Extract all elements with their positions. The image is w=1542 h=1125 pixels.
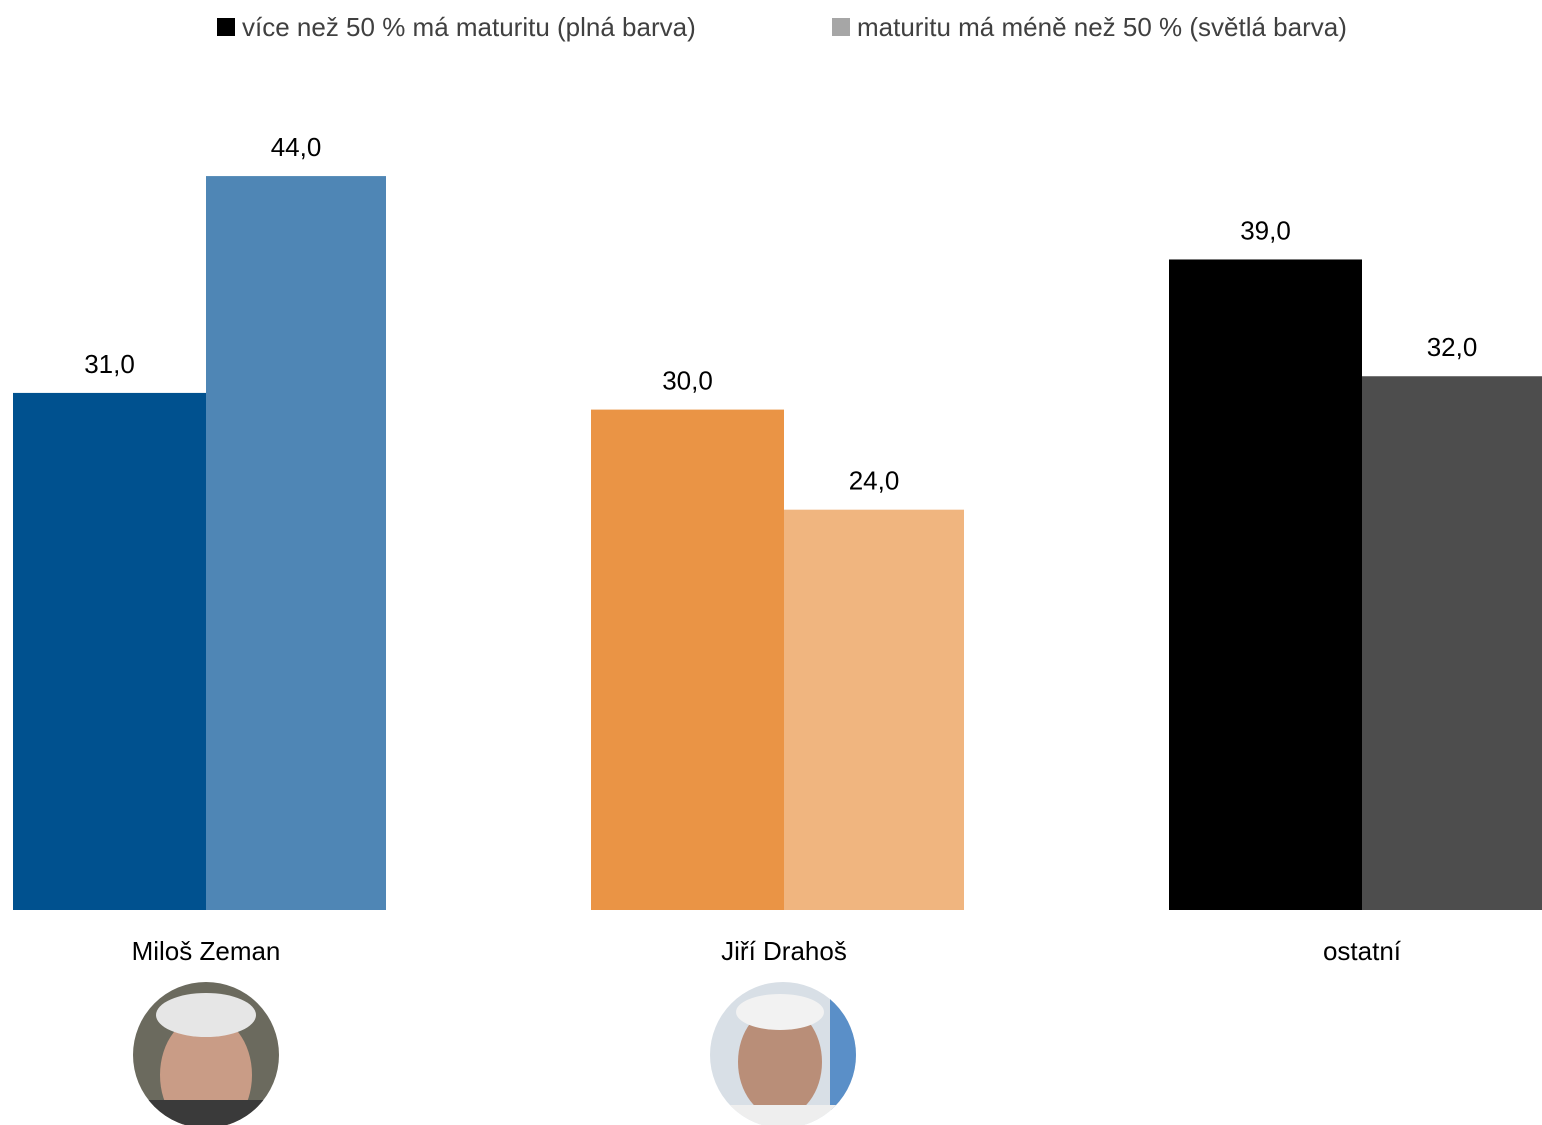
- data-label: 30,0: [662, 366, 713, 396]
- data-label: 32,0: [1427, 332, 1478, 362]
- bar: [206, 176, 386, 910]
- photo-drahos: [710, 982, 856, 1125]
- legend-label: maturitu má méně než 50 % (světlá barva): [857, 12, 1347, 42]
- x-tick-label: Miloš Zeman: [132, 936, 281, 966]
- photo-zeman: [133, 982, 279, 1125]
- legend-label: více než 50 % má maturitu (plná barva): [242, 12, 696, 42]
- bar: [784, 509, 964, 910]
- data-label: 31,0: [84, 349, 135, 379]
- legend-swatch: [217, 18, 235, 36]
- bar: [13, 392, 206, 910]
- bar: [1169, 259, 1362, 911]
- bar: [1362, 376, 1542, 910]
- x-tick-label: ostatní: [1323, 936, 1402, 966]
- legend-swatch: [832, 18, 850, 36]
- bar: [591, 409, 784, 910]
- data-label: 44,0: [271, 132, 322, 162]
- data-label: 39,0: [1240, 215, 1291, 245]
- x-tick-label: Jiří Drahoš: [721, 936, 847, 966]
- data-label: 24,0: [849, 466, 900, 496]
